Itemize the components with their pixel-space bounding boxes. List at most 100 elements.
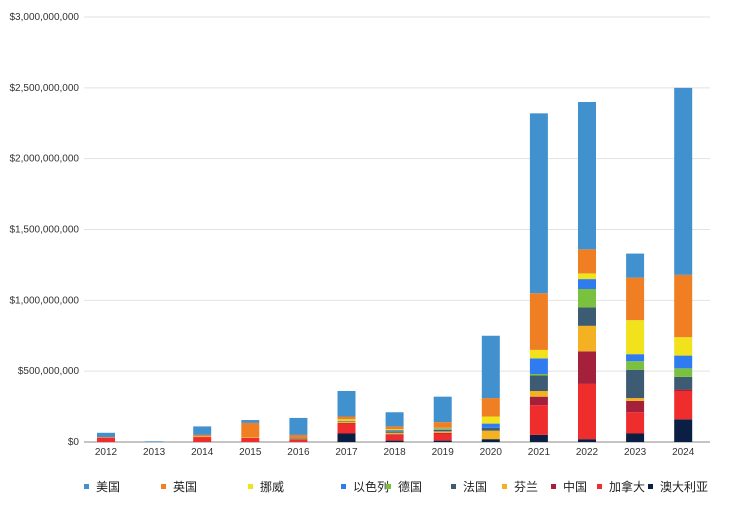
legend-swatch: [386, 484, 391, 489]
bar-segment: [97, 432, 115, 438]
bar-segment: [481, 439, 500, 442]
bar-segment: [337, 420, 356, 422]
legend-label: 法国: [463, 480, 487, 494]
x-tick-label: 2021: [528, 447, 551, 458]
bar-segment: [529, 391, 548, 397]
bar-segment: [433, 396, 452, 423]
legend-label: 德国: [398, 479, 422, 494]
bar-segment: [337, 391, 356, 417]
bar-segment: [578, 383, 596, 440]
bar-segment: [433, 432, 452, 434]
x-tick-label: 2013: [143, 447, 166, 458]
legend-swatch: [451, 484, 456, 489]
bar-segment: [193, 436, 212, 438]
bar-segment: [626, 253, 645, 278]
bar-segment: [193, 434, 212, 437]
x-tick-label: 2023: [624, 447, 647, 458]
bar-segment: [241, 422, 260, 438]
bar-segment: [626, 354, 645, 362]
legend-swatch: [502, 484, 507, 489]
y-tick-label: $500,000,000: [18, 366, 80, 377]
legend-swatch: [248, 484, 253, 489]
bar-segment: [529, 349, 548, 359]
legend-label: 澳大利亚: [660, 480, 708, 494]
bar-segment: [97, 437, 115, 442]
bar-segment: [289, 434, 308, 438]
x-tick-label: 2012: [95, 447, 118, 458]
bar-segment: [529, 405, 548, 435]
bar-segment: [626, 361, 645, 370]
bar-segment: [578, 439, 596, 442]
legend-label: 加拿大: [609, 479, 645, 494]
x-tick-label: 2022: [576, 447, 599, 458]
bar-segment: [385, 426, 404, 430]
bar-segment: [578, 279, 596, 289]
y-tick-label: $1,000,000,000: [9, 295, 79, 306]
bar-segment: [433, 431, 452, 433]
x-tick-label: 2016: [287, 447, 310, 458]
bar-segment: [481, 416, 500, 424]
legend-swatch: [648, 484, 653, 489]
legend-swatch: [161, 484, 166, 489]
bars: [97, 87, 693, 442]
bar-segment: [578, 307, 596, 326]
bar-segment: [674, 337, 693, 356]
y-tick-label: $2,000,000,000: [9, 154, 79, 165]
bar-segment: [289, 437, 308, 439]
bar-segment: [433, 440, 452, 442]
bar-segment: [337, 416, 356, 420]
bar-segment: [674, 376, 693, 390]
bar-segment: [674, 274, 693, 338]
bar-segment: [578, 289, 596, 308]
legend-label: 挪威: [260, 480, 284, 494]
bar-segment: [433, 427, 452, 429]
y-tick-label: $2,500,000,000: [9, 83, 79, 94]
bar-segment: [626, 412, 645, 434]
bar-segment: [385, 431, 404, 433]
y-tick-label: $3,000,000,000: [9, 12, 79, 23]
y-tick-label: $1,500,000,000: [9, 225, 79, 236]
bar-segment: [145, 441, 164, 442]
bar-segment: [578, 325, 596, 352]
legend-label: 英国: [173, 480, 197, 494]
legend-swatch: [84, 484, 89, 489]
bar-segment: [337, 422, 356, 424]
bar-segment: [578, 351, 596, 384]
bar-segment: [626, 320, 645, 355]
bar-segment: [337, 423, 356, 434]
bar-segment: [241, 420, 260, 423]
bar-segment: [529, 293, 548, 350]
x-tick-label: 2015: [239, 447, 262, 458]
gridlines: [84, 16, 710, 443]
bar-segment: [529, 375, 548, 391]
x-tick-label: 2017: [335, 447, 358, 458]
legend-swatch: [597, 484, 602, 489]
bar-segment: [337, 433, 356, 442]
bar-segment: [193, 426, 212, 435]
bar-segment: [674, 391, 693, 420]
legend-label: 以色列: [353, 480, 389, 494]
bar-segment: [385, 412, 404, 427]
x-tick-label: 2019: [432, 447, 455, 458]
bar-segment: [529, 396, 548, 406]
bar-segment: [674, 355, 693, 369]
bar-segment: [578, 102, 596, 250]
y-tick-label: $0: [68, 437, 80, 448]
bar-segment: [626, 277, 645, 321]
x-tick-label: 2020: [480, 447, 503, 458]
bar-segment: [433, 429, 452, 430]
bar-segment: [289, 439, 308, 442]
bar-segment: [481, 335, 500, 399]
bar-segment: [578, 273, 596, 280]
bar-segment: [674, 389, 693, 391]
bar-segment: [97, 437, 115, 438]
bar-segment: [481, 427, 500, 431]
bar-segment: [433, 433, 452, 441]
bar-segment: [529, 113, 548, 294]
bar-segment: [385, 429, 404, 430]
bar-segment: [337, 419, 356, 421]
bar-segment: [289, 439, 308, 440]
bar-segment: [337, 421, 356, 423]
bar-segment: [481, 398, 500, 417]
